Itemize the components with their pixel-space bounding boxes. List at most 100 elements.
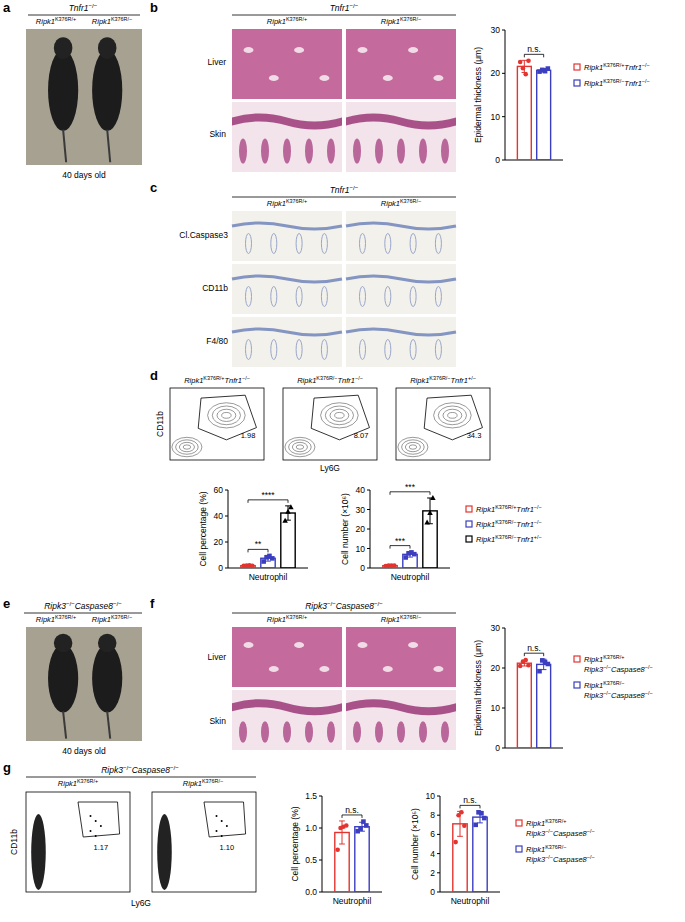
tissue bbox=[232, 690, 342, 750]
image-ihc bbox=[232, 264, 342, 314]
follicle bbox=[375, 721, 383, 743]
mouse-tail bbox=[107, 711, 110, 738]
allele: K376R/− bbox=[603, 680, 624, 686]
data-point bbox=[526, 58, 531, 63]
y-tick-label: 10 bbox=[426, 791, 436, 801]
gate-percentage: 1.17 bbox=[94, 843, 109, 852]
allele: −/− bbox=[645, 664, 653, 670]
event bbox=[100, 825, 102, 827]
allele: K376R/+ bbox=[77, 778, 98, 784]
y-tick bbox=[437, 872, 440, 873]
tissue bbox=[346, 627, 456, 687]
panel-b: Tnfr1−/−Ripk1K376R/+Ripk1K376R/−LiverSki… bbox=[208, 2, 456, 172]
gene: Ripk1 bbox=[381, 615, 400, 624]
panel-label: g bbox=[3, 760, 11, 775]
y-axis bbox=[440, 796, 441, 892]
data-point bbox=[479, 811, 484, 816]
follicle bbox=[410, 234, 416, 254]
vessel bbox=[319, 75, 329, 81]
allele: −/− bbox=[587, 828, 595, 834]
allele: −/− bbox=[603, 690, 611, 696]
legend-key bbox=[466, 536, 472, 542]
y-tick-label: 2 bbox=[430, 868, 435, 878]
follicle bbox=[305, 138, 313, 163]
gene: Ripk1 bbox=[476, 535, 495, 544]
legend-key bbox=[516, 846, 522, 852]
column-label: Ripk1K376R/+ bbox=[36, 614, 76, 624]
y-axis-label: Epidermal thickness (μm) bbox=[473, 47, 483, 143]
vessel bbox=[294, 47, 304, 53]
vessel bbox=[358, 47, 368, 53]
y-tick bbox=[367, 548, 370, 549]
image-photo bbox=[26, 29, 142, 165]
y-tick-label: 0.0 bbox=[305, 887, 317, 897]
y-tick bbox=[367, 509, 370, 510]
contour bbox=[179, 442, 194, 451]
photo-bg bbox=[26, 627, 142, 741]
allele: K376R/− bbox=[316, 375, 337, 381]
group-header: Ripk3−/−Caspase8−/− bbox=[44, 600, 122, 611]
allele: −/− bbox=[642, 62, 650, 68]
tissue bbox=[232, 211, 342, 261]
follicle bbox=[375, 138, 383, 163]
mouse bbox=[48, 49, 78, 131]
significance-bracket bbox=[460, 805, 480, 808]
panel-e: Ripk3−/−Caspase8−/−Ripk1K376R/+Ripk1K376… bbox=[24, 600, 142, 756]
contour bbox=[296, 445, 304, 449]
follicle bbox=[360, 287, 366, 307]
significance-bracket bbox=[524, 54, 543, 57]
y-tick bbox=[502, 628, 505, 629]
significance-bracket bbox=[524, 653, 543, 656]
follicle bbox=[435, 340, 441, 360]
column-label: Ripk1K376R/− bbox=[381, 614, 421, 624]
y-tick-label: 20 bbox=[356, 524, 366, 534]
y-tick bbox=[225, 490, 228, 491]
row-label: Liver bbox=[208, 652, 227, 662]
image-photo bbox=[26, 627, 142, 741]
allele: K376R/+ bbox=[286, 198, 307, 204]
contour bbox=[405, 442, 420, 451]
significance-label: n.s. bbox=[463, 795, 477, 805]
column-label: Ripk1K376R/+ bbox=[36, 16, 76, 26]
flow-plot: 1.10 bbox=[152, 792, 256, 892]
gene: Ripk1 bbox=[184, 376, 203, 385]
mouse-head bbox=[54, 634, 73, 652]
gene: Tnfr1 bbox=[330, 3, 350, 13]
follicle bbox=[321, 340, 327, 360]
follicle bbox=[435, 234, 441, 254]
y-tick bbox=[502, 73, 505, 74]
data-point bbox=[453, 840, 458, 845]
allele: −/− bbox=[113, 600, 122, 607]
follicle bbox=[261, 721, 269, 743]
y-tick-label: 0 bbox=[430, 887, 435, 897]
bar-chart: 0246810Cell number (×10⁵)Neutrophiln.s.R… bbox=[410, 791, 595, 906]
y-tick bbox=[319, 860, 322, 861]
y-tick-label: 1.0 bbox=[305, 823, 317, 833]
y-tick-label: 0 bbox=[495, 743, 500, 753]
data-point bbox=[424, 519, 430, 524]
contour bbox=[292, 442, 307, 451]
data-point bbox=[392, 563, 397, 568]
bar bbox=[355, 827, 369, 892]
y-tick-label: 6 bbox=[430, 829, 435, 839]
data-point bbox=[537, 669, 542, 674]
follicle bbox=[283, 138, 291, 163]
event bbox=[221, 820, 223, 822]
gene: Ripk1 bbox=[36, 17, 55, 26]
significance-label: *** bbox=[395, 536, 406, 546]
flow-plot: 34.3 bbox=[396, 388, 490, 460]
y-axis bbox=[228, 490, 229, 568]
error-cap bbox=[339, 820, 345, 821]
axis-label: Ly6G bbox=[320, 463, 340, 473]
group-header: Tnfr1−/− bbox=[69, 2, 98, 13]
contour bbox=[172, 437, 202, 456]
contour bbox=[183, 445, 191, 449]
data-point bbox=[546, 66, 551, 71]
significance-bracket bbox=[248, 549, 268, 552]
row-label: Cl.Caspase3 bbox=[179, 230, 228, 240]
allele: K376R/− bbox=[603, 78, 624, 84]
epidermis bbox=[232, 329, 342, 335]
error-cap bbox=[265, 561, 271, 562]
y-tick bbox=[502, 116, 505, 117]
contour bbox=[285, 437, 315, 456]
